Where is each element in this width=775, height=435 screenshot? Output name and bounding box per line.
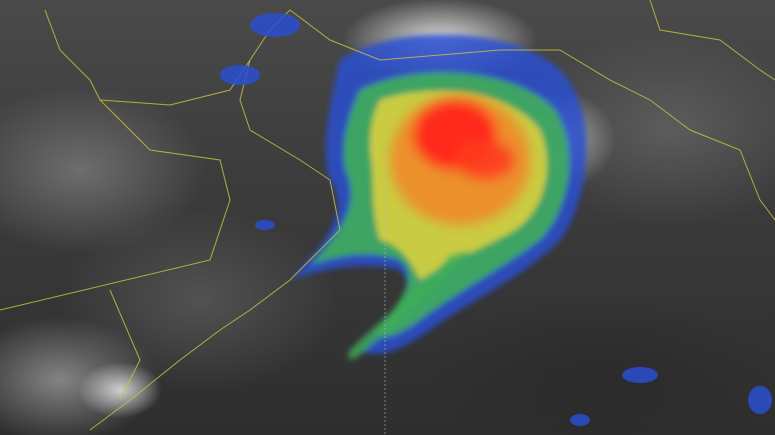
border-inland — [0, 99, 231, 311]
scattered-cells — [220, 13, 772, 426]
coastline-east — [559, 49, 775, 221]
convective-cell — [255, 220, 275, 230]
convective-cell — [622, 367, 658, 383]
border-south — [109, 289, 141, 401]
spiral-arm-south — [348, 250, 470, 360]
convective-cell — [570, 414, 590, 426]
coastline-north — [289, 9, 560, 61]
border-east — [649, 0, 775, 81]
convective-cell — [250, 13, 300, 37]
coastline-peninsula — [89, 59, 341, 431]
convective-cell — [220, 65, 260, 85]
coastline-gulf — [44, 9, 291, 106]
cyclone-core-south — [455, 140, 515, 180]
convective-cell — [748, 386, 772, 414]
